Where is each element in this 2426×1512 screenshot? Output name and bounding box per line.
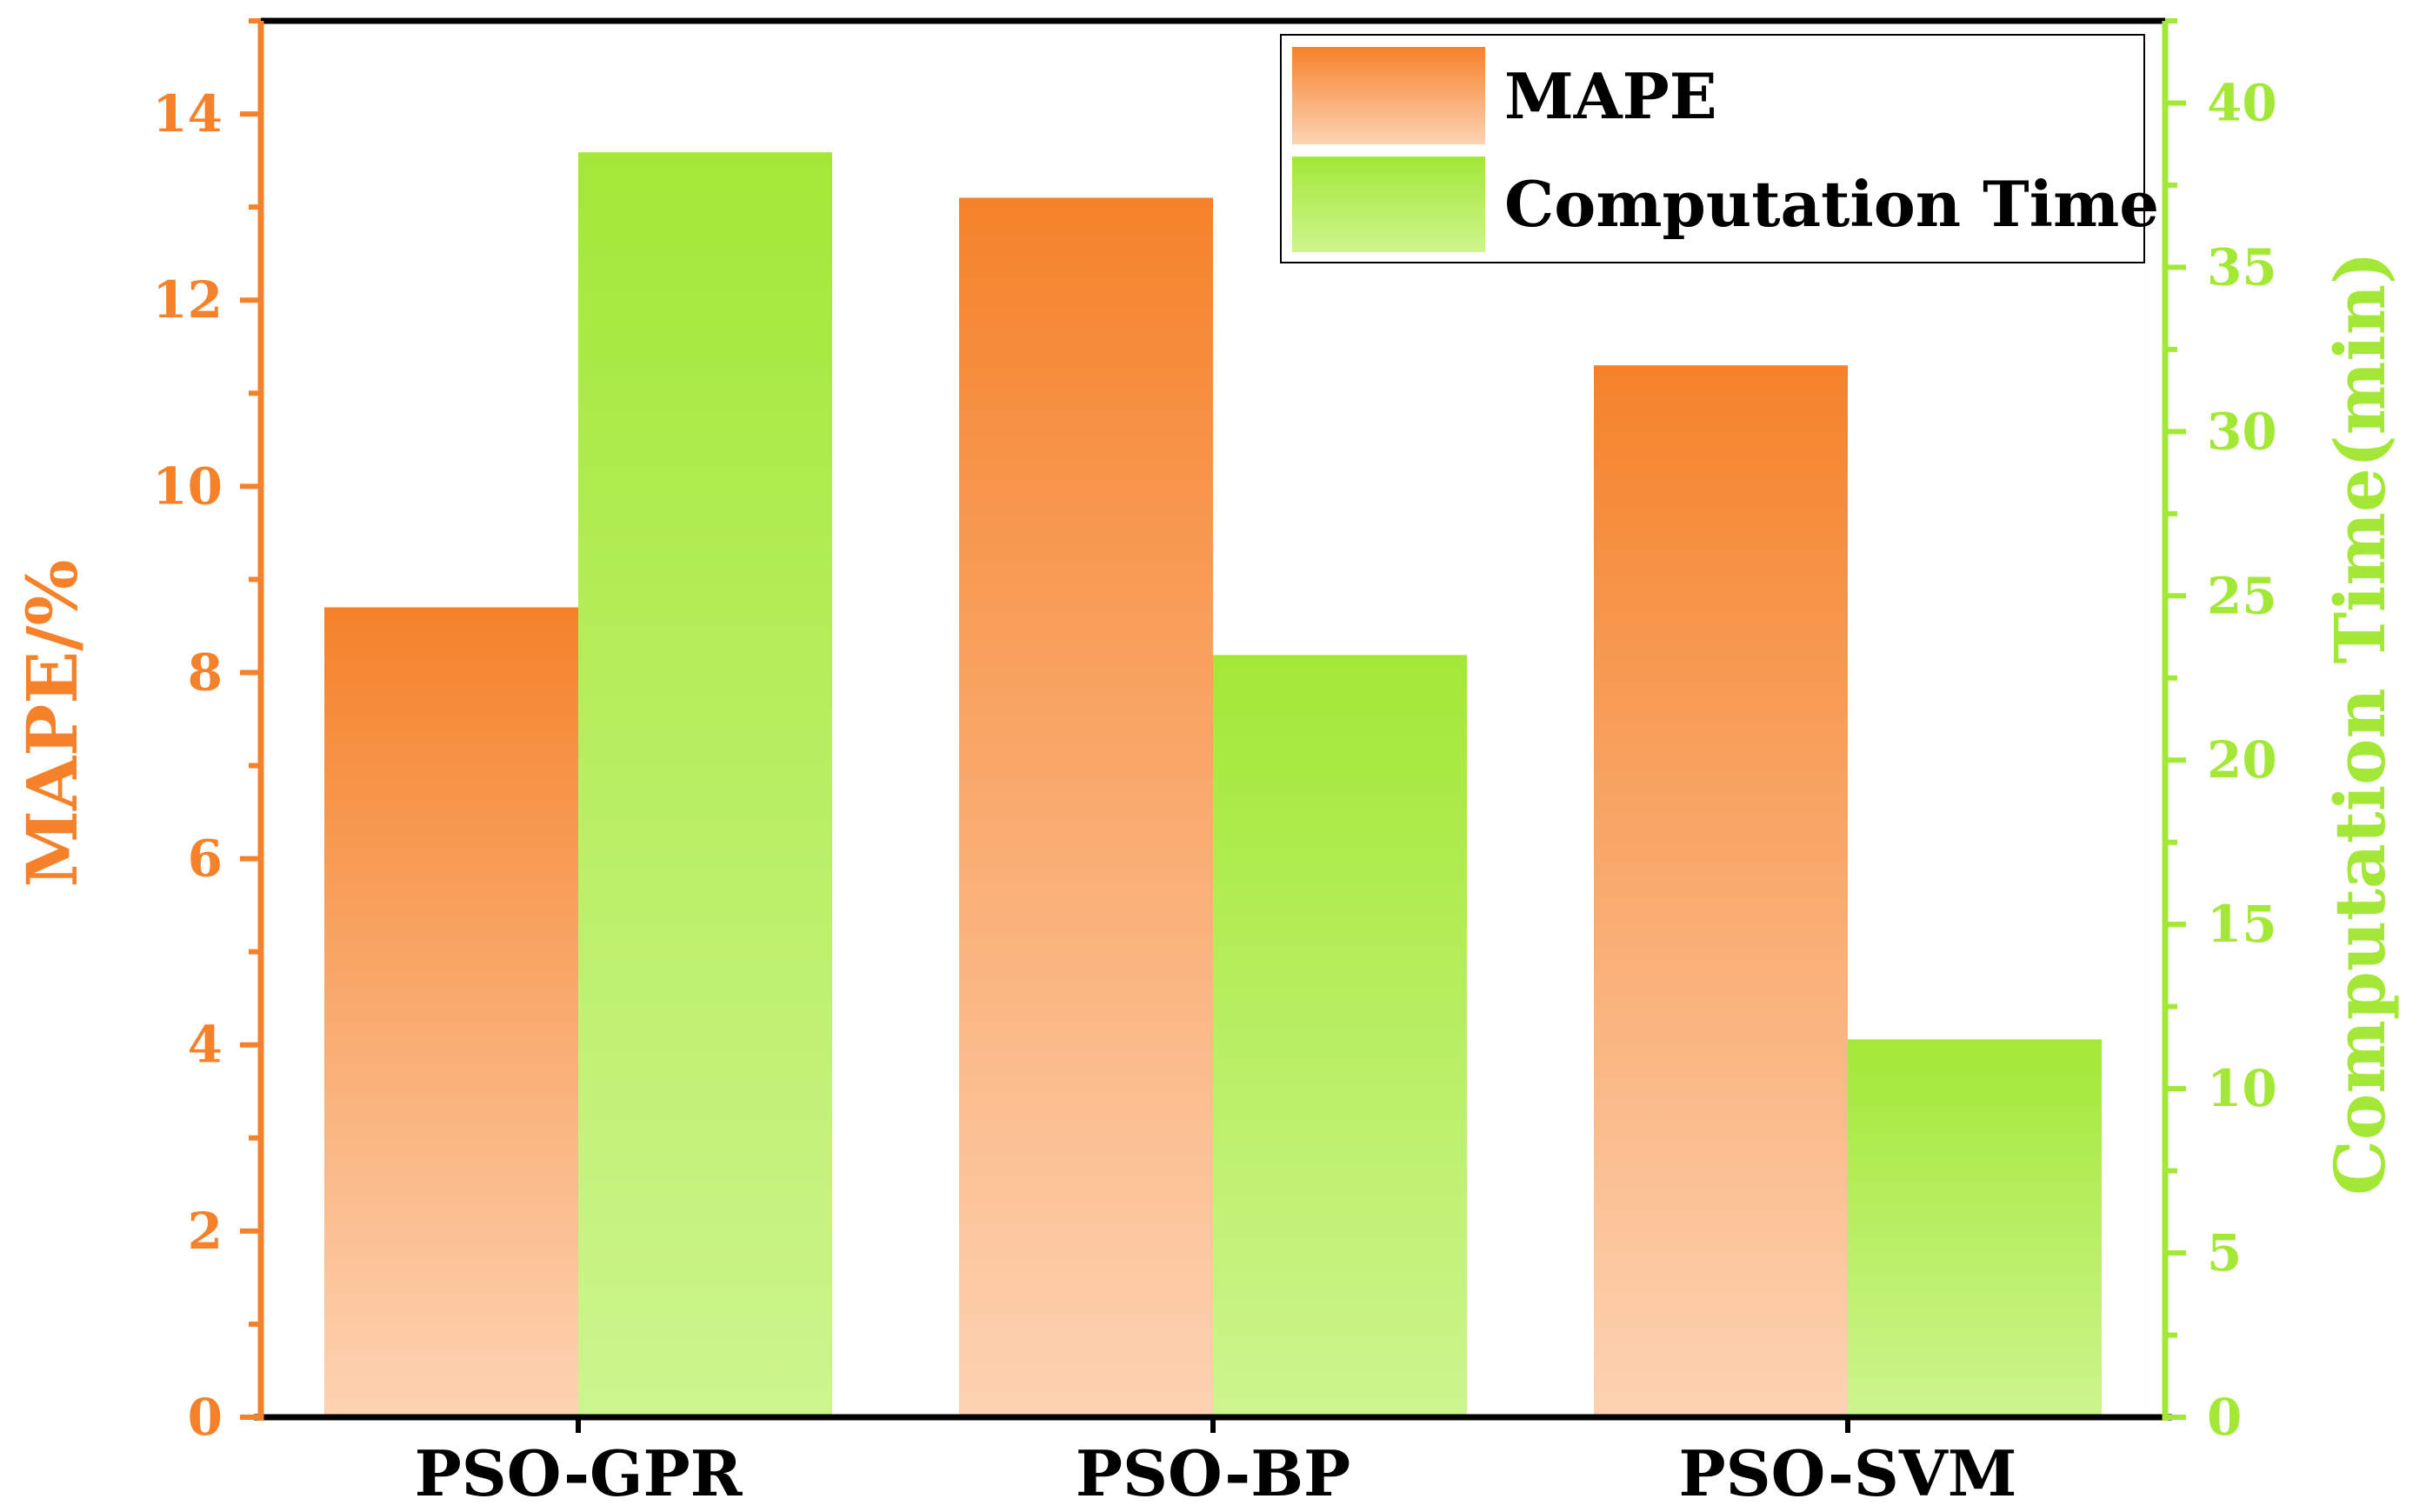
left-tick-label: 14	[152, 84, 223, 143]
right-tick-label: 30	[2207, 402, 2277, 461]
bar-time-pso-gpr	[578, 152, 832, 1417]
left-tick-label: 0	[188, 1388, 223, 1447]
legend-label-time: Computation Time	[1504, 167, 2159, 241]
left-tick-label: 4	[188, 1016, 223, 1075]
x-category-label: PSO-GPR	[415, 1436, 743, 1510]
legend-label-mape: MAPE	[1504, 59, 1717, 133]
right-tick-label: 40	[2207, 73, 2277, 132]
bar-mape-pso-svm	[1594, 365, 1848, 1417]
right-tick-label: 5	[2207, 1223, 2242, 1282]
right-axis-title: Computation Time(min)	[2319, 251, 2401, 1196]
right-tick-label: 35	[2207, 237, 2277, 296]
legend-swatch-time	[1292, 157, 1485, 252]
legend-swatch-mape	[1292, 47, 1485, 144]
bar-time-pso-bp	[1213, 655, 1467, 1417]
left-tick-label: 12	[152, 270, 223, 330]
x-category-label: PSO-BP	[1076, 1436, 1350, 1510]
left-y-axis: 0 2 4 6 8 10 12 14	[152, 18, 264, 1447]
right-tick-label: 0	[2207, 1388, 2242, 1447]
right-tick-label: 20	[2207, 730, 2277, 789]
x-axis: PSO-GPR PSO-BP PSO-SVM	[415, 1417, 2017, 1510]
left-tick-label: 10	[152, 456, 223, 516]
right-tick-label: 15	[2207, 895, 2277, 954]
left-tick-label: 6	[188, 829, 223, 889]
right-tick-label: 25	[2207, 566, 2277, 625]
legend: MAPE Computation Time	[1280, 34, 2159, 263]
bar-mape-pso-bp	[959, 197, 1213, 1418]
bar-time-pso-svm	[1848, 1039, 2102, 1417]
right-tick-label: 10	[2207, 1059, 2277, 1118]
bar-mape-pso-gpr	[324, 607, 578, 1417]
right-y-axis: 0 5 10 15 20 25 30 35 40	[2162, 18, 2277, 1447]
left-tick-label: 8	[188, 643, 223, 702]
left-tick-label: 2	[188, 1202, 223, 1261]
left-axis-title: MAPE/%	[11, 560, 93, 888]
bars-group	[324, 152, 2102, 1418]
x-category-label: PSO-SVM	[1679, 1436, 2017, 1510]
